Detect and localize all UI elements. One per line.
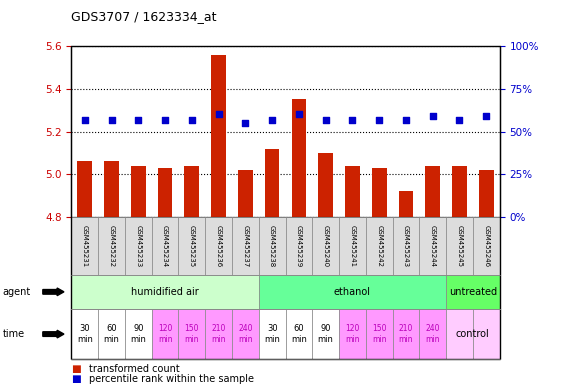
Text: transformed count: transformed count xyxy=(89,364,179,374)
Text: control: control xyxy=(456,329,490,339)
Text: 240
min: 240 min xyxy=(238,324,252,344)
Text: GSM455235: GSM455235 xyxy=(189,225,195,267)
Bar xyxy=(479,170,493,217)
Point xyxy=(375,116,384,122)
Text: ethanol: ethanol xyxy=(334,287,371,297)
Text: GSM455239: GSM455239 xyxy=(296,225,302,267)
Point xyxy=(428,113,437,119)
Point xyxy=(268,116,277,122)
Point xyxy=(80,116,89,122)
Text: GSM455231: GSM455231 xyxy=(82,225,88,267)
Text: 60
min: 60 min xyxy=(103,324,119,344)
Point xyxy=(160,116,170,122)
Text: GSM455246: GSM455246 xyxy=(483,225,489,267)
Point xyxy=(134,116,143,122)
Text: GSM455238: GSM455238 xyxy=(269,225,275,267)
Text: GSM455244: GSM455244 xyxy=(430,225,436,267)
Text: GSM455243: GSM455243 xyxy=(403,225,409,267)
Point xyxy=(107,116,116,122)
Point xyxy=(321,116,330,122)
Point xyxy=(401,116,411,122)
Text: ■: ■ xyxy=(71,374,81,384)
Text: agent: agent xyxy=(3,287,31,297)
Text: untreated: untreated xyxy=(449,287,497,297)
Bar xyxy=(345,166,360,217)
Point xyxy=(187,116,196,122)
Point xyxy=(455,116,464,122)
Text: humidified air: humidified air xyxy=(131,287,199,297)
Bar xyxy=(292,99,306,217)
Text: 30
min: 30 min xyxy=(264,324,280,344)
Text: 150
min: 150 min xyxy=(372,324,387,344)
Text: GSM455232: GSM455232 xyxy=(108,225,115,267)
Text: time: time xyxy=(3,329,25,339)
Text: GSM455242: GSM455242 xyxy=(376,225,382,267)
Text: 120
min: 120 min xyxy=(345,324,360,344)
Text: GSM455241: GSM455241 xyxy=(349,225,355,267)
Text: 30
min: 30 min xyxy=(77,324,93,344)
Text: GDS3707 / 1623334_at: GDS3707 / 1623334_at xyxy=(71,10,217,23)
Point xyxy=(214,111,223,118)
Point xyxy=(294,111,303,118)
Text: GSM455237: GSM455237 xyxy=(242,225,248,267)
Bar xyxy=(425,166,440,217)
Bar xyxy=(184,166,199,217)
Bar xyxy=(372,168,387,217)
Bar xyxy=(158,168,172,217)
Bar xyxy=(104,161,119,217)
Text: 210
min: 210 min xyxy=(399,324,413,344)
Bar xyxy=(399,191,413,217)
Bar xyxy=(265,149,279,217)
Text: percentile rank within the sample: percentile rank within the sample xyxy=(89,374,254,384)
Bar xyxy=(452,166,467,217)
Text: 60
min: 60 min xyxy=(291,324,307,344)
Bar xyxy=(131,166,146,217)
Bar xyxy=(211,55,226,217)
Text: 150
min: 150 min xyxy=(184,324,199,344)
Text: GSM455236: GSM455236 xyxy=(216,225,222,267)
Text: 240
min: 240 min xyxy=(425,324,440,344)
Text: ■: ■ xyxy=(71,364,81,374)
Bar xyxy=(78,161,92,217)
Text: 90
min: 90 min xyxy=(317,324,333,344)
Text: 90
min: 90 min xyxy=(130,324,146,344)
Text: GSM455240: GSM455240 xyxy=(323,225,329,267)
Bar xyxy=(318,153,333,217)
Bar xyxy=(238,170,253,217)
Text: GSM455234: GSM455234 xyxy=(162,225,168,267)
Text: 120
min: 120 min xyxy=(158,324,172,344)
Text: 210
min: 210 min xyxy=(211,324,226,344)
Point xyxy=(241,120,250,126)
Text: GSM455233: GSM455233 xyxy=(135,225,141,267)
Point xyxy=(348,116,357,122)
Text: GSM455245: GSM455245 xyxy=(456,225,463,267)
Point xyxy=(482,113,491,119)
